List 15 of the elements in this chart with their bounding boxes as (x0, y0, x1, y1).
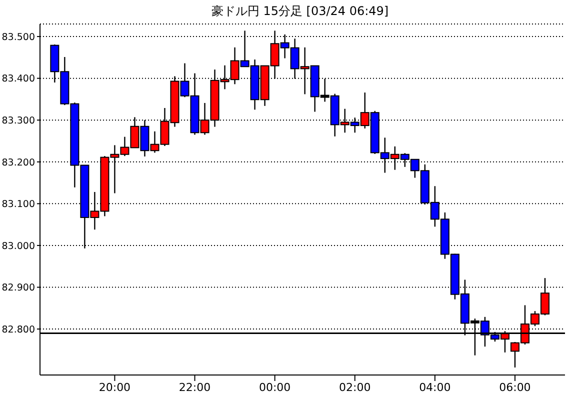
x-tick-label: 00:00 (258, 380, 291, 394)
y-tick-label: 83.000 (2, 240, 35, 252)
chart-title: 豪ドル円 15分足 [03/24 06:49] (211, 4, 389, 18)
x-tick-label: 04:00 (419, 380, 451, 394)
x-tick-label: 20:00 (98, 380, 131, 394)
x-tick-label: 06:00 (499, 380, 531, 394)
y-tick-label: 83.400 (2, 74, 35, 85)
y-tick-label: 83.200 (2, 157, 35, 168)
y-tick-label: 82.900 (2, 282, 35, 294)
y-tick-label: 82.800 (2, 324, 35, 336)
y-tick-label: 83.100 (2, 199, 35, 210)
y-tick-label: 83.500 (2, 32, 35, 43)
x-tick-label: 22:00 (178, 380, 211, 394)
y-tick-label: 83.300 (2, 115, 35, 126)
x-tick-label: 02:00 (339, 380, 371, 394)
